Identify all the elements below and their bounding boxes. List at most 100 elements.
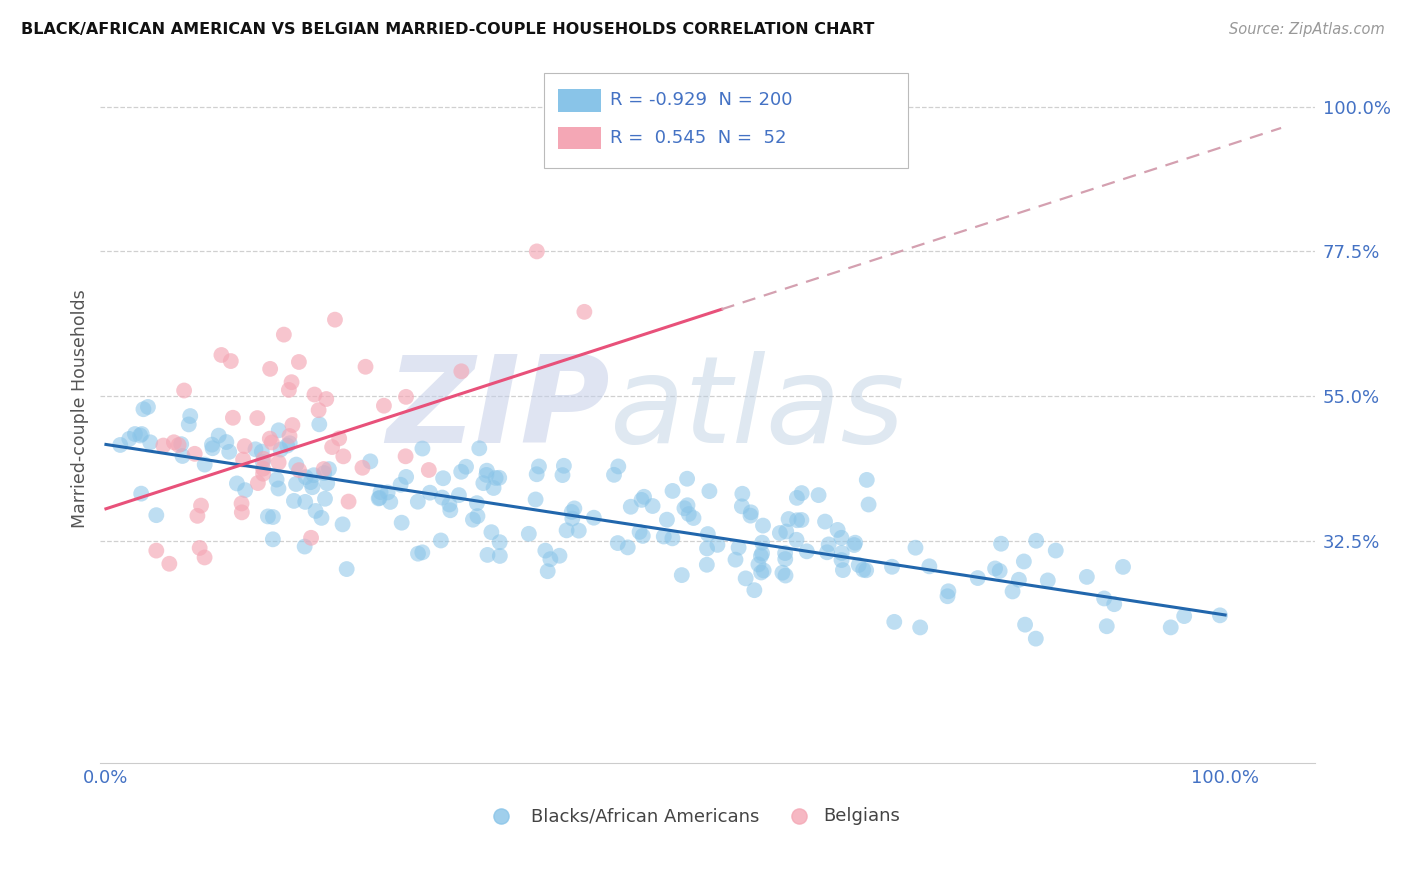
Point xyxy=(252,455,274,469)
Point xyxy=(218,445,240,459)
Point xyxy=(259,432,281,446)
Point xyxy=(1014,617,1036,632)
Point xyxy=(908,620,931,634)
Point xyxy=(796,544,818,558)
Point xyxy=(778,512,800,526)
Point xyxy=(807,488,830,502)
Point xyxy=(603,467,626,482)
Point xyxy=(1076,570,1098,584)
Text: R = -0.929  N = 200: R = -0.929 N = 200 xyxy=(610,91,793,109)
Point xyxy=(139,435,162,450)
Point xyxy=(194,550,217,565)
Point xyxy=(129,428,152,442)
Point xyxy=(314,491,336,506)
Point xyxy=(163,435,186,450)
Point xyxy=(727,541,749,555)
Point xyxy=(233,483,256,498)
Point xyxy=(321,440,343,454)
Point xyxy=(304,387,326,401)
Point xyxy=(607,459,630,474)
Point xyxy=(280,375,302,389)
Point xyxy=(696,558,718,572)
Point xyxy=(266,473,288,487)
Point xyxy=(1095,619,1118,633)
Point xyxy=(537,564,560,578)
Point xyxy=(419,485,441,500)
Point xyxy=(222,410,245,425)
Point xyxy=(262,533,284,547)
Point xyxy=(790,513,813,527)
Point xyxy=(633,490,655,504)
Text: ZIP: ZIP xyxy=(387,351,610,467)
Point xyxy=(773,546,796,560)
Point xyxy=(285,477,308,491)
Text: R =  0.545  N =  52: R = 0.545 N = 52 xyxy=(610,129,787,147)
Point xyxy=(173,384,195,398)
Point xyxy=(966,571,988,585)
Point xyxy=(194,458,217,472)
Point xyxy=(145,543,167,558)
Point xyxy=(316,476,339,491)
Point xyxy=(527,459,550,474)
Point xyxy=(432,491,454,505)
Point xyxy=(318,462,340,476)
Point xyxy=(304,504,326,518)
Point xyxy=(855,473,877,487)
Point xyxy=(389,477,412,491)
Point xyxy=(406,494,429,508)
Point xyxy=(188,541,211,555)
Point xyxy=(450,364,472,378)
Point xyxy=(582,510,605,524)
Point xyxy=(990,537,1012,551)
Point xyxy=(1036,574,1059,588)
Point xyxy=(1045,543,1067,558)
Point xyxy=(655,513,678,527)
Point xyxy=(190,499,212,513)
Point xyxy=(485,471,508,485)
Point xyxy=(246,476,269,491)
Point xyxy=(936,589,959,603)
Point xyxy=(786,533,808,547)
Point xyxy=(832,563,855,577)
Point xyxy=(312,462,335,476)
Point xyxy=(526,244,548,259)
Point xyxy=(661,483,683,498)
Point xyxy=(172,449,194,463)
Point xyxy=(988,564,1011,578)
Point xyxy=(775,552,797,566)
Point xyxy=(232,452,254,467)
Point xyxy=(183,447,205,461)
Point xyxy=(1025,632,1047,646)
Point xyxy=(749,566,772,580)
Point xyxy=(283,494,305,508)
Point xyxy=(472,476,495,491)
Point xyxy=(770,566,793,580)
Point xyxy=(394,450,416,464)
Point xyxy=(831,546,853,560)
Point xyxy=(179,409,201,423)
Point xyxy=(561,505,583,519)
Point xyxy=(488,471,510,485)
Point xyxy=(1092,591,1115,606)
Point xyxy=(616,541,638,555)
Point xyxy=(411,442,433,456)
Point xyxy=(301,480,323,494)
Point xyxy=(740,508,762,523)
Point xyxy=(354,359,377,374)
Point xyxy=(488,535,510,549)
Point xyxy=(245,442,267,457)
Point xyxy=(201,441,224,455)
Point xyxy=(848,558,870,572)
Point xyxy=(288,463,311,477)
Text: Blacks/African Americans: Blacks/African Americans xyxy=(531,807,759,825)
Point xyxy=(738,791,761,805)
Point xyxy=(641,499,664,513)
Point xyxy=(336,562,359,576)
Point xyxy=(352,460,374,475)
Point xyxy=(367,491,389,506)
Point xyxy=(201,437,224,451)
Point xyxy=(831,553,853,567)
Text: Source: ZipAtlas.com: Source: ZipAtlas.com xyxy=(1229,22,1385,37)
Point xyxy=(538,552,561,566)
Point xyxy=(844,538,866,552)
